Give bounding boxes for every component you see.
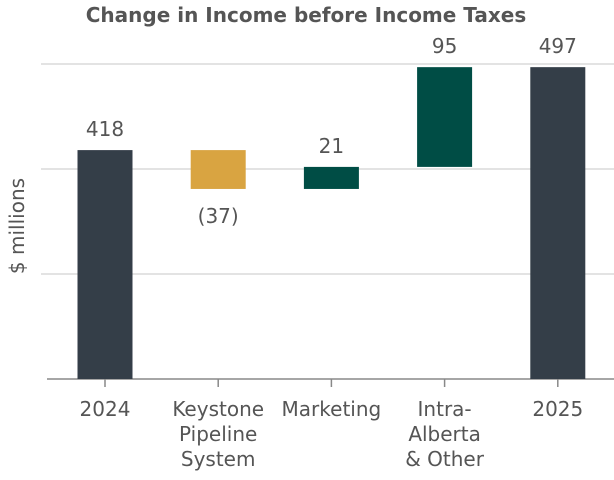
chart-title: Change in Income before Income Taxes	[86, 3, 526, 27]
y-axis-label: $ millions	[5, 178, 29, 274]
x-tick-label: Keystone	[172, 397, 264, 421]
bar-1	[190, 150, 246, 189]
x-tick-label: 2025	[532, 397, 583, 421]
data-label: 497	[539, 34, 577, 58]
bar-4	[530, 67, 586, 380]
data-label: 21	[319, 134, 344, 158]
x-tick-label: & Other	[405, 447, 485, 471]
data-label: 95	[432, 34, 457, 58]
bar-0	[77, 150, 133, 379]
x-tick-label: Marketing	[282, 397, 382, 421]
x-tick-label: Alberta	[408, 422, 481, 446]
x-tick-label: Pipeline	[179, 422, 257, 446]
bar-3	[417, 67, 473, 167]
data-label: (37)	[198, 204, 239, 228]
x-tick-label: 2024	[80, 397, 131, 421]
bar-2	[303, 166, 359, 189]
data-label: 418	[86, 117, 124, 141]
x-tick-label: Intra-	[418, 397, 472, 421]
x-tick-label: System	[181, 447, 256, 471]
